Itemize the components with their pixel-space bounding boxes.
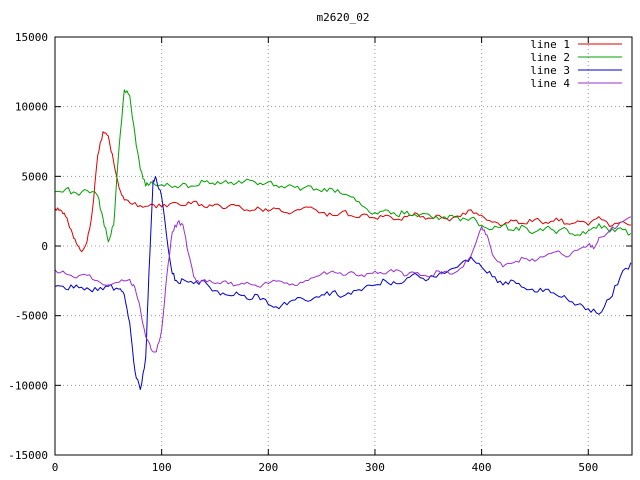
series-layer <box>54 89 632 390</box>
axis-layer: 0 100 200 300 400 500 -15000 -10000 -5000 0 5000 10… <box>8 31 633 474</box>
chart-title: m2620_02 <box>317 11 370 24</box>
legend-label: line 2 <box>530 51 570 64</box>
grid-layer <box>55 37 632 455</box>
y-tick-label: 15000 <box>15 31 48 44</box>
y-tick-label: -10000 <box>8 379 48 392</box>
legend-label: line 1 <box>530 38 570 51</box>
legend-label: line 3 <box>530 64 570 77</box>
x-tick-label: 500 <box>578 461 598 474</box>
x-tick-label: 200 <box>258 461 278 474</box>
y-tick-label: -15000 <box>8 449 48 462</box>
x-tick-label: 400 <box>472 461 492 474</box>
series-line-4 <box>54 216 632 353</box>
series-line-3 <box>54 176 632 390</box>
y-tick-label: 0 <box>41 240 48 253</box>
x-tick-label: 0 <box>52 461 59 474</box>
series-line-1 <box>54 131 631 253</box>
series-line-2 <box>54 89 632 243</box>
legend-label: line 4 <box>530 77 570 90</box>
x-tick-label: 100 <box>152 461 172 474</box>
x-tick-label: 300 <box>365 461 385 474</box>
y-tick-label: 5000 <box>22 170 49 183</box>
y-tick-label: -5000 <box>15 310 48 323</box>
y-tick-label: 10000 <box>15 101 48 114</box>
